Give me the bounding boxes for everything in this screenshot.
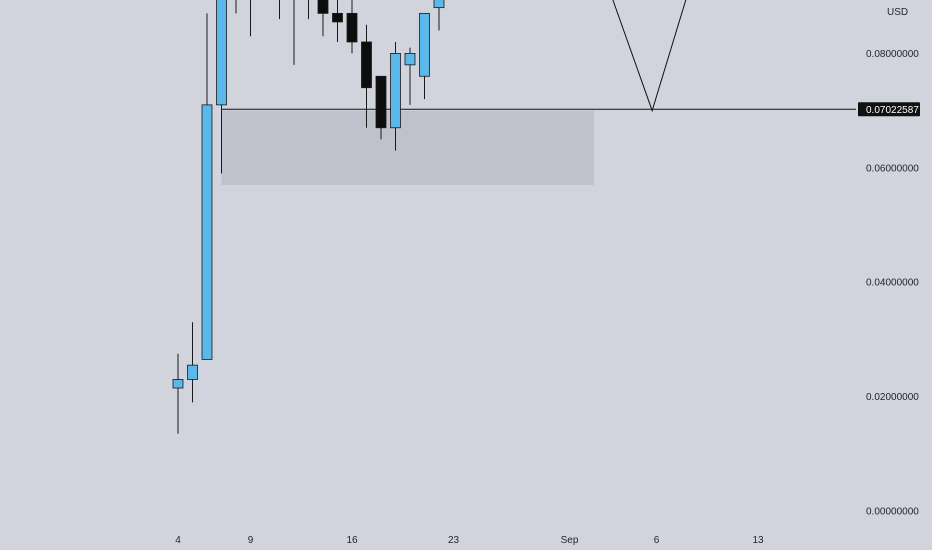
candle[interactable] bbox=[375, 75, 387, 140]
candle[interactable] bbox=[433, 0, 445, 31]
support-price-tag[interactable] bbox=[858, 102, 920, 117]
candle-body-up bbox=[419, 12, 430, 77]
candle[interactable] bbox=[289, 0, 299, 65]
candle-body-down bbox=[361, 41, 372, 89]
y-axis: 0.00000000 0.02000000 0.04000000 0.06000000… bbox=[866, 4, 919, 518]
x-tick-label: 9 bbox=[248, 535, 254, 546]
candle[interactable] bbox=[390, 41, 401, 151]
demand-zone bbox=[221, 110, 594, 185]
y-tick-label: 0.08000000 bbox=[866, 49, 919, 60]
candle-body-up bbox=[404, 53, 416, 66]
price-tags-layer: ACHUSD0.1039930016:18:100.095978440.0702… bbox=[858, 102, 920, 117]
candle[interactable] bbox=[172, 353, 184, 434]
currency-label: USD bbox=[887, 7, 908, 18]
y-tick-label: 0.02000000 bbox=[866, 392, 919, 403]
candle[interactable] bbox=[317, 0, 329, 37]
x-tick-label: 16 bbox=[346, 535, 358, 546]
candle[interactable] bbox=[419, 12, 430, 100]
currency-label-bg bbox=[884, 4, 910, 19]
x-tick-label: 4 bbox=[175, 535, 181, 546]
candle-body-down bbox=[332, 12, 343, 23]
x-tick-label: Sep bbox=[561, 535, 579, 546]
y-tick-label: 0.06000000 bbox=[866, 163, 919, 174]
projection-layer bbox=[591, 0, 722, 113]
candle[interactable] bbox=[346, 0, 358, 54]
candle[interactable] bbox=[304, 0, 314, 20]
y-tick-label: 0.00000000 bbox=[866, 507, 919, 518]
candle-body-down bbox=[375, 75, 387, 129]
candle[interactable] bbox=[216, 0, 227, 174]
candle-body-up bbox=[216, 0, 227, 106]
y-tick-label: 0.04000000 bbox=[866, 278, 919, 289]
candle-body-up bbox=[390, 53, 401, 129]
candle-body-up bbox=[433, 0, 445, 9]
candle[interactable] bbox=[231, 0, 241, 14]
candle[interactable] bbox=[361, 24, 372, 128]
candle-body-up bbox=[201, 104, 213, 360]
candle-body-down bbox=[317, 0, 329, 14]
candle[interactable] bbox=[246, 0, 256, 37]
projection-path[interactable] bbox=[591, 0, 722, 113]
zone-layer bbox=[221, 110, 594, 185]
candle-body-up bbox=[187, 364, 198, 380]
candles-layer bbox=[172, 0, 445, 434]
level-lines-layer bbox=[221, 108, 856, 110]
x-axis: 4 9 16 23 Sep 6 13 bbox=[175, 535, 764, 546]
x-tick-label: 6 bbox=[654, 535, 660, 546]
candle[interactable] bbox=[404, 47, 416, 105]
candle-body-down bbox=[346, 12, 358, 43]
x-tick-label: 23 bbox=[448, 535, 460, 546]
candle[interactable] bbox=[187, 322, 198, 403]
candle[interactable] bbox=[275, 0, 285, 20]
support-price-label: 0.07022587 bbox=[866, 105, 919, 116]
candle-body-up bbox=[172, 379, 184, 389]
x-tick-label: 13 bbox=[752, 535, 764, 546]
candle[interactable] bbox=[201, 13, 213, 360]
candle[interactable] bbox=[332, 0, 343, 42]
